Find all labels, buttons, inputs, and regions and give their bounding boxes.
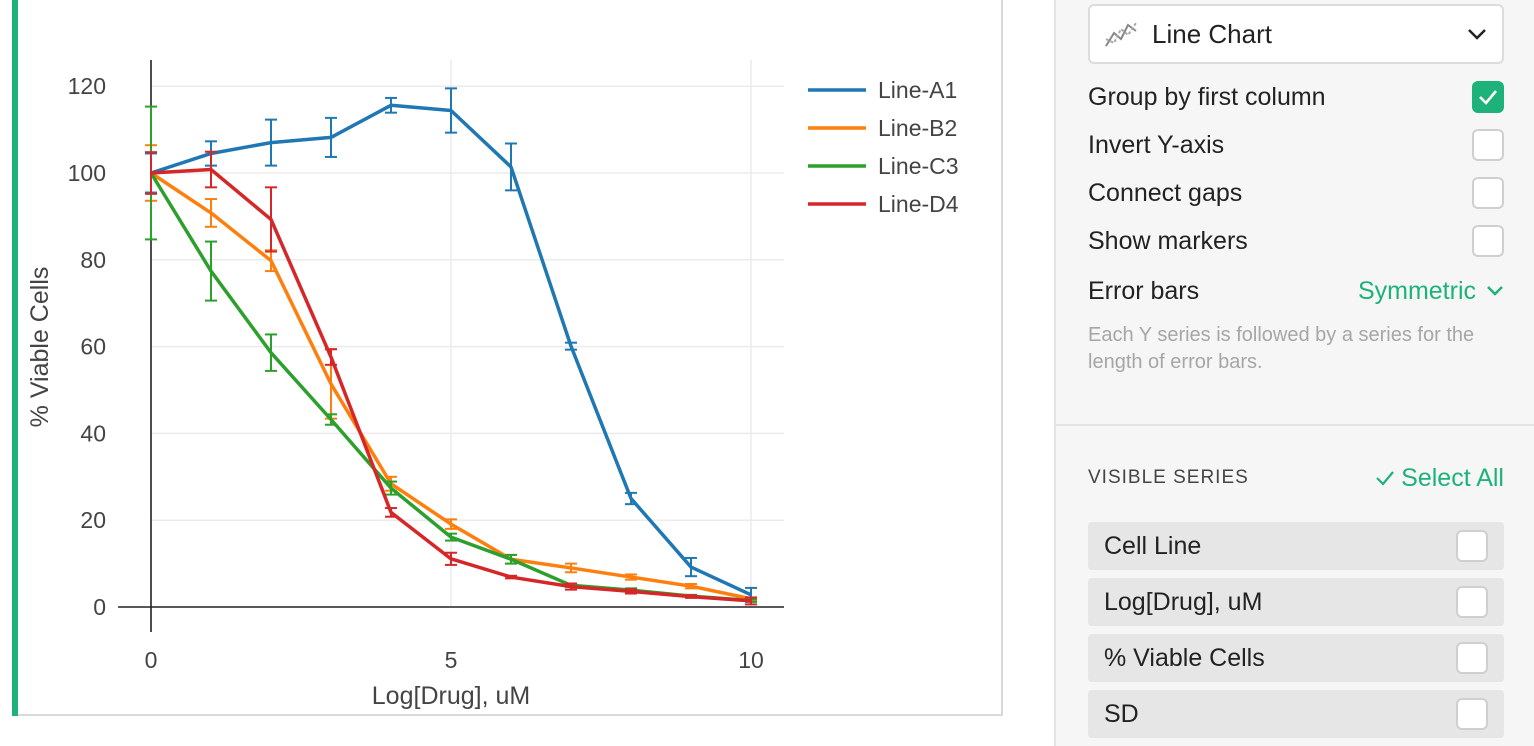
chart-panel: 0 20 40 60 80 100 120 0 5 10 Line-A1 Line-B2 Line-C…: [12, 0, 1003, 716]
section-divider: [1056, 424, 1534, 426]
series-item-sd[interactable]: SD: [1088, 690, 1504, 738]
chart-grid: [151, 60, 784, 607]
series-line: [150, 103, 752, 597]
y-tick-label: 20: [80, 507, 106, 533]
option-label: Group by first column: [1088, 82, 1326, 111]
x-tick-label: 5: [445, 647, 458, 673]
series-checkbox[interactable]: [1456, 586, 1488, 618]
x-tick-label: 0: [145, 647, 158, 673]
invert-y-axis-checkbox[interactable]: [1472, 129, 1504, 161]
legend-label: Line-B2: [878, 115, 957, 141]
series-item-label: Log[Drug], uM: [1104, 587, 1263, 616]
chart-type-dropdown[interactable]: Line Chart: [1088, 4, 1504, 64]
option-label: Show markers: [1088, 226, 1248, 255]
group-by-first-column-checkbox[interactable]: [1472, 81, 1504, 113]
error-bars-label: Error bars: [1088, 276, 1200, 305]
chart-card[interactable]: [18, 0, 1003, 716]
visible-series-header: VISIBLE SERIES Select All: [1088, 458, 1504, 498]
option-error-bars: Error bars Symmetric: [1088, 271, 1504, 311]
select-all-button[interactable]: Select All: [1375, 464, 1504, 493]
selection-accent-bar: [12, 0, 18, 716]
x-axis-title: Log[Drug], uM: [372, 682, 530, 710]
series-checkbox[interactable]: [1456, 530, 1488, 562]
series-checkbox[interactable]: [1456, 642, 1488, 674]
check-icon: [1376, 471, 1395, 486]
visible-series-title: VISIBLE SERIES: [1088, 467, 1249, 488]
line-chart: 0 20 40 60 80 100 120 0 5 10 Line-A1 Line-B2 Line-C…: [26, 60, 959, 710]
check-icon: [1479, 90, 1497, 105]
chart-type-label: Line Chart: [1152, 18, 1272, 49]
chart-axes: 0 20 40 60 80 100 120 0 5 10: [68, 60, 784, 673]
x-tick-label: 10: [738, 647, 764, 673]
series-checkbox[interactable]: [1456, 698, 1488, 730]
series-line: [150, 171, 752, 601]
error-bars-value: Symmetric: [1357, 276, 1476, 305]
y-tick-label: 40: [80, 420, 106, 446]
y-tick-label: 0: [93, 594, 106, 620]
y-tick-label: 60: [80, 334, 106, 360]
series-item-label: SD: [1104, 699, 1139, 728]
chevron-down-icon: [1468, 29, 1486, 40]
series-item-cell-line[interactable]: Cell Line: [1088, 522, 1504, 570]
series-item-log-drug[interactable]: Log[Drug], uM: [1088, 578, 1504, 626]
legend-label: Line-C3: [878, 153, 959, 179]
series-line-d4: [145, 150, 757, 606]
chart-legend: Line-A1 Line-B2 Line-C3 Line-D4: [808, 77, 959, 217]
show-markers-checkbox[interactable]: [1472, 225, 1504, 257]
error-bars-hint: Each Y series is followed by a series fo…: [1088, 324, 1475, 373]
option-group-by-first-column[interactable]: Group by first column: [1088, 77, 1504, 117]
option-connect-gaps[interactable]: Connect gaps: [1088, 173, 1504, 213]
series-item-label: Cell Line: [1104, 531, 1202, 560]
series-item-label: % Viable Cells: [1104, 643, 1265, 672]
chevron-down-icon: [1487, 286, 1503, 296]
series-item-viable-cells[interactable]: % Viable Cells: [1088, 634, 1504, 682]
y-tick-label: 100: [68, 160, 106, 186]
series-line: [150, 167, 752, 603]
y-tick-label: 120: [68, 73, 106, 99]
option-show-markers[interactable]: Show markers: [1088, 221, 1504, 261]
connect-gaps-checkbox[interactable]: [1472, 177, 1504, 209]
error-bars-dropdown[interactable]: Symmetric: [1358, 277, 1504, 306]
chart-series: [145, 87, 757, 606]
legend-label: Line-A1: [878, 77, 957, 103]
option-invert-y-axis[interactable]: Invert Y-axis: [1088, 125, 1504, 165]
y-tick-label: 80: [80, 247, 106, 273]
y-axis-title: % Viable Cells: [26, 267, 54, 428]
option-label: Invert Y-axis: [1088, 130, 1225, 159]
option-label: Connect gaps: [1088, 178, 1243, 207]
settings-panel: Line Chart Group by first column Invert …: [1054, 0, 1534, 746]
legend-label: Line-D4: [878, 191, 959, 217]
line-chart-icon: [1105, 22, 1137, 47]
select-all-label: Select All: [1401, 463, 1504, 492]
